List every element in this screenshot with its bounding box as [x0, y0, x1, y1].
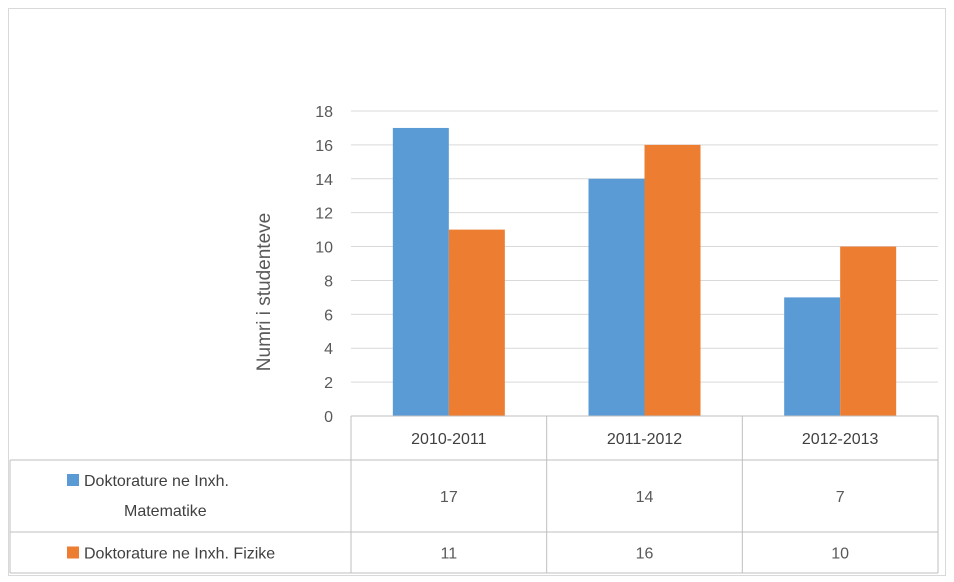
bar — [392, 127, 449, 416]
y-tick-label: 2 — [324, 375, 333, 392]
y-tick-label: 6 — [324, 307, 333, 324]
y-axis-label: Numri i studenteve — [254, 213, 275, 371]
y-tick-label: 12 — [315, 206, 333, 223]
y-tick-labels: 0 2 4 6 8 10 12 14 16 18 — [315, 104, 333, 426]
category-label: 2010-2011 — [411, 431, 486, 448]
legend-label: Doktorature ne Inxh. — [84, 473, 229, 490]
category-label: 2011-2012 — [607, 431, 682, 448]
legend-key — [67, 474, 79, 486]
data-table: 2010-2011 2011-2012 2012-2013 Doktorature n… — [9, 415, 939, 574]
category-label: 2012-2013 — [802, 431, 879, 448]
y-tick-label: 0 — [324, 409, 333, 426]
bar — [588, 178, 645, 416]
table-value: 14 — [636, 489, 654, 506]
y-tick-label: 8 — [324, 273, 333, 290]
bar — [448, 229, 505, 416]
y-tick-label: 4 — [324, 341, 333, 358]
legend-label: Doktorature ne Inxh. Fizike — [84, 546, 275, 563]
y-tick-label: 18 — [315, 104, 333, 121]
legend-label: Matematike — [124, 503, 207, 520]
y-tick-label: 14 — [315, 172, 333, 189]
table-value: 7 — [836, 489, 845, 506]
y-tick-label: 10 — [315, 240, 333, 257]
table-value: 17 — [440, 489, 458, 506]
bar — [840, 246, 897, 416]
bars — [392, 127, 897, 416]
table-value: 16 — [636, 546, 654, 563]
legend-key — [67, 546, 79, 559]
table-value: 10 — [831, 546, 849, 563]
bar — [784, 297, 841, 416]
bar — [644, 144, 701, 416]
table-value: 11 — [441, 546, 458, 563]
y-tick-label: 16 — [315, 138, 333, 155]
